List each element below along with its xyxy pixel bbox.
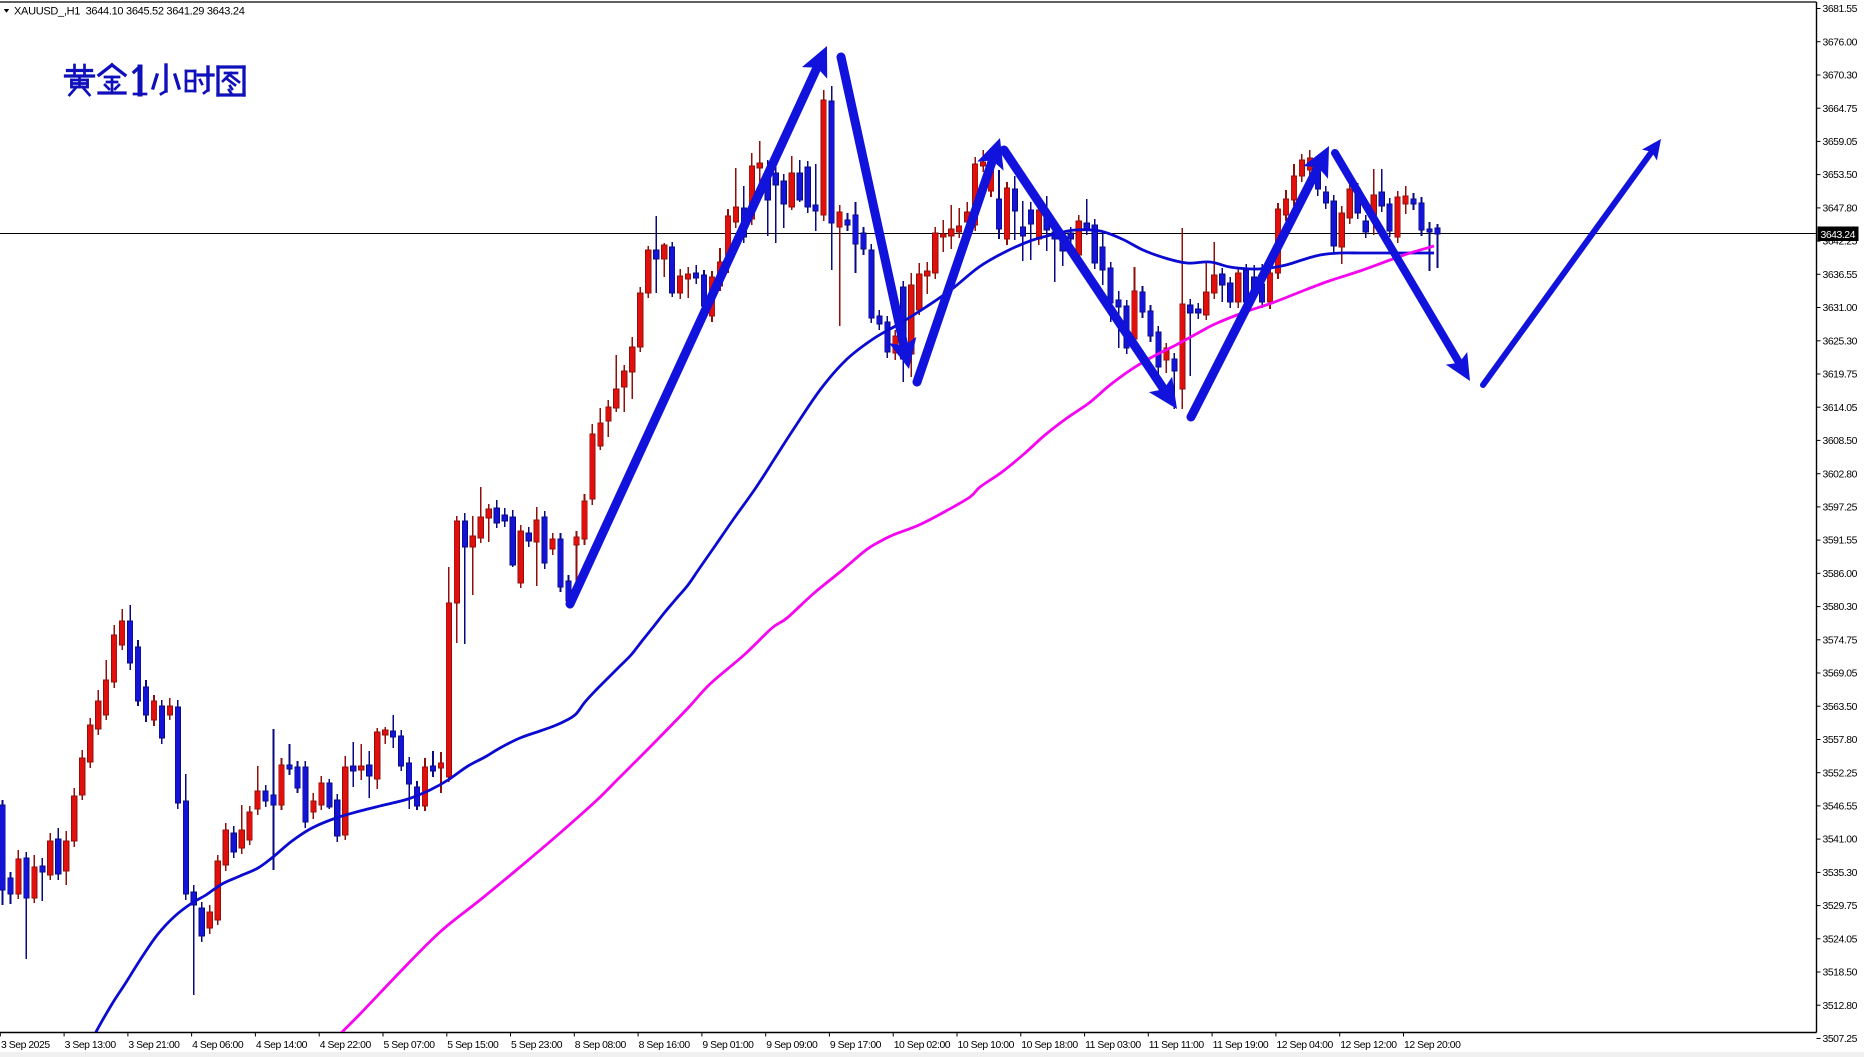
svg-text:10 Sep 02:00: 10 Sep 02:00 [894,1040,951,1051]
svg-text:12 Sep 20:00: 12 Sep 20:00 [1404,1040,1461,1051]
svg-text:3 Sep 21:00: 3 Sep 21:00 [128,1040,180,1051]
svg-text:3546.55: 3546.55 [1823,802,1858,813]
svg-text:3563.50: 3563.50 [1823,702,1858,713]
svg-text:3512.80: 3512.80 [1823,1001,1858,1012]
svg-text:5 Sep 23:00: 5 Sep 23:00 [511,1040,563,1051]
svg-text:3636.55: 3636.55 [1823,270,1858,281]
svg-text:3580.30: 3580.30 [1823,602,1858,613]
svg-text:3643.24: 3643.24 [1821,230,1856,241]
svg-text:12 Sep 04:00: 12 Sep 04:00 [1276,1040,1333,1051]
svg-text:3574.75: 3574.75 [1823,635,1858,646]
svg-text:11 Sep 03:00: 11 Sep 03:00 [1085,1040,1141,1051]
svg-text:3647.80: 3647.80 [1823,204,1858,215]
svg-text:12 Sep 12:00: 12 Sep 12:00 [1340,1040,1397,1051]
svg-text:3670.30: 3670.30 [1823,71,1858,82]
svg-text:3597.25: 3597.25 [1823,503,1858,514]
svg-text:3631.00: 3631.00 [1823,303,1858,314]
svg-text:3676.00: 3676.00 [1823,37,1858,48]
svg-text:3529.75: 3529.75 [1823,901,1858,912]
svg-text:11 Sep 19:00: 11 Sep 19:00 [1213,1040,1269,1051]
svg-text:5 Sep 07:00: 5 Sep 07:00 [384,1040,436,1051]
svg-text:9 Sep 17:00: 9 Sep 17:00 [830,1040,882,1051]
svg-text:11 Sep 11:00: 11 Sep 11:00 [1149,1040,1205,1051]
svg-text:3518.50: 3518.50 [1823,968,1858,979]
svg-text:3552.25: 3552.25 [1823,768,1858,779]
svg-text:3 Sep 2025: 3 Sep 2025 [1,1040,50,1051]
svg-text:3653.50: 3653.50 [1823,170,1858,181]
svg-text:3659.05: 3659.05 [1823,137,1858,148]
svg-text:3602.80: 3602.80 [1823,469,1858,480]
svg-text:3619.75: 3619.75 [1823,370,1858,381]
svg-text:4 Sep 22:00: 4 Sep 22:00 [320,1040,372,1051]
svg-text:3625.30: 3625.30 [1823,336,1858,347]
svg-text:3642.25: 3642.25 [1823,237,1858,248]
svg-text:8 Sep 08:00: 8 Sep 08:00 [575,1040,627,1051]
svg-text:3507.25: 3507.25 [1823,1034,1858,1045]
svg-text:3557.80: 3557.80 [1823,735,1858,746]
svg-text:5 Sep 15:00: 5 Sep 15:00 [447,1040,499,1051]
svg-text:8 Sep 16:00: 8 Sep 16:00 [639,1040,691,1051]
svg-text:4 Sep 14:00: 4 Sep 14:00 [256,1040,308,1051]
svg-text:3524.05: 3524.05 [1823,934,1858,945]
svg-text:XAUUSD_,H1 3644.10 3645.52 36: XAUUSD_,H1 3644.10 3645.52 3641.29 3643.… [14,6,245,18]
svg-text:9 Sep 09:00: 9 Sep 09:00 [766,1040,818,1051]
svg-text:3535.30: 3535.30 [1823,868,1858,879]
svg-text:3591.55: 3591.55 [1823,536,1858,547]
svg-text:3681.55: 3681.55 [1823,4,1858,15]
svg-text:10 Sep 18:00: 10 Sep 18:00 [1021,1040,1078,1051]
svg-text:3614.05: 3614.05 [1823,403,1858,414]
svg-text:10 Sep 10:00: 10 Sep 10:00 [958,1040,1015,1051]
svg-text:3569.05: 3569.05 [1823,669,1858,680]
svg-text:3541.00: 3541.00 [1823,835,1858,846]
svg-text:4 Sep 06:00: 4 Sep 06:00 [192,1040,244,1051]
svg-text:3608.50: 3608.50 [1823,436,1858,447]
svg-text:3 Sep 13:00: 3 Sep 13:00 [65,1040,117,1051]
svg-text:3664.75: 3664.75 [1823,104,1858,115]
svg-text:9 Sep 01:00: 9 Sep 01:00 [702,1040,754,1051]
svg-text:3586.00: 3586.00 [1823,569,1858,580]
